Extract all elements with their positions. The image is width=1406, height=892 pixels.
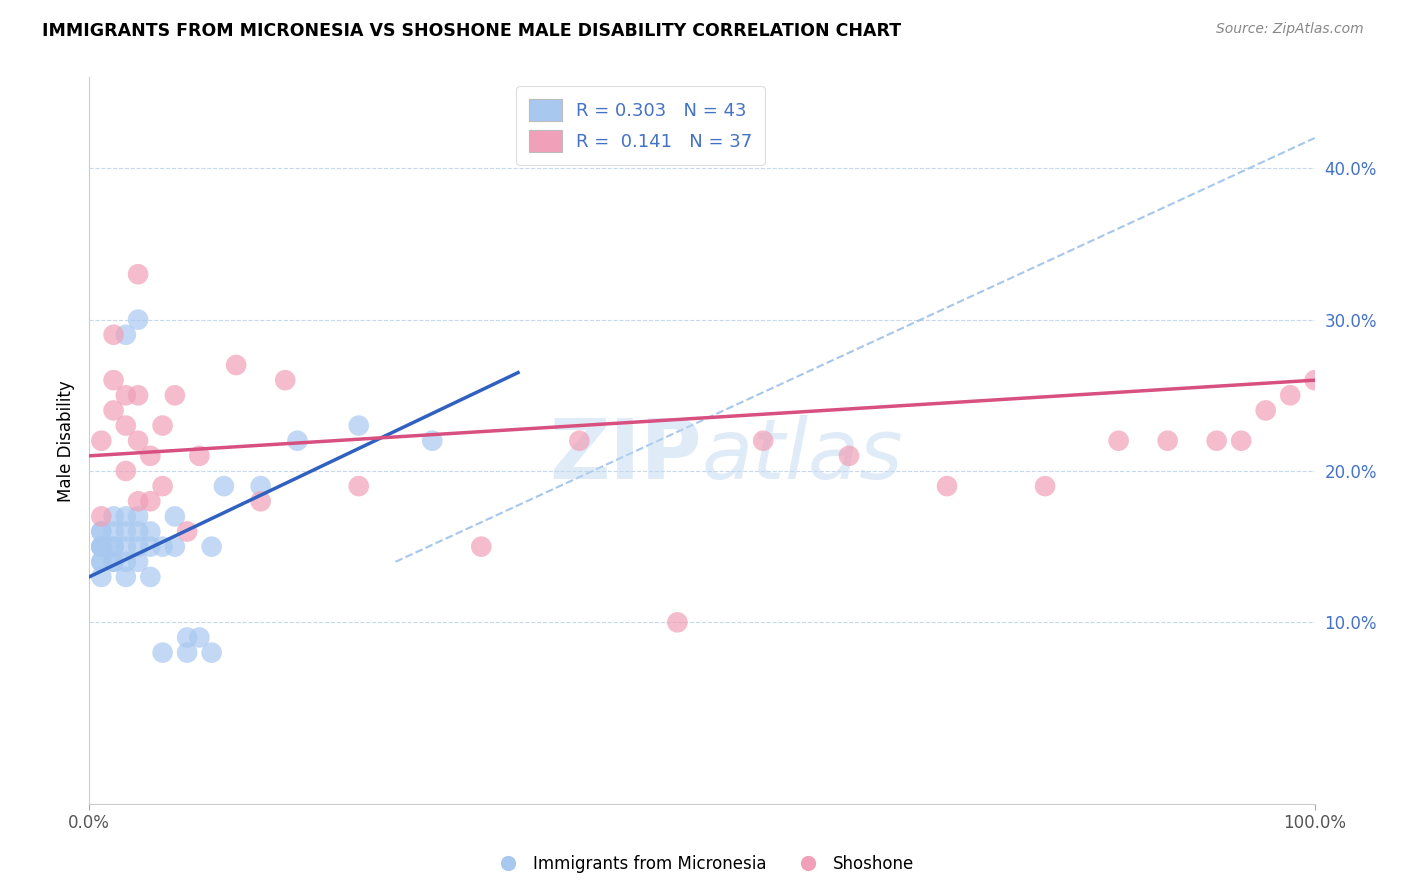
Point [90,509,112,524]
Point [163,509,186,524]
Text: atlas: atlas [702,415,904,496]
Text: IMMIGRANTS FROM MICRONESIA VS SHOSHONE MALE DISABILITY CORRELATION CHART: IMMIGRANTS FROM MICRONESIA VS SHOSHONE M… [42,22,901,40]
Point [127,267,149,281]
Point [201,540,224,554]
Point [1205,434,1227,448]
Point [90,434,112,448]
Point [139,540,162,554]
Point [90,540,112,554]
Point [249,494,271,508]
Point [176,524,198,539]
Point [90,540,112,554]
Point [115,418,138,433]
Point [103,540,125,554]
Point [163,388,186,402]
Point [103,373,125,387]
Point [1303,373,1326,387]
Point [347,479,370,493]
Point [115,464,138,478]
Point [287,434,309,448]
Point [115,570,138,584]
Point [1279,388,1302,402]
Point [103,327,125,342]
Point [470,540,492,554]
Point [212,479,235,493]
Point [1108,434,1130,448]
Point [838,449,860,463]
Point [90,555,112,569]
Point [127,524,149,539]
Point [936,479,959,493]
Point [127,494,149,508]
Point [152,418,174,433]
Point [90,570,112,584]
Point [274,373,297,387]
Point [139,570,162,584]
Point [90,555,112,569]
Point [103,555,125,569]
Point [127,555,149,569]
Point [115,524,138,539]
Point [127,540,149,554]
Point [347,418,370,433]
Point [115,327,138,342]
Point [152,540,174,554]
Point [103,524,125,539]
Point [90,540,112,554]
Point [127,434,149,448]
Point [139,494,162,508]
Text: Source: ZipAtlas.com: Source: ZipAtlas.com [1216,22,1364,37]
Point [188,631,211,645]
Point [139,524,162,539]
Legend: Immigrants from Micronesia, Shoshone: Immigrants from Micronesia, Shoshone [485,848,921,880]
Point [1156,434,1178,448]
Y-axis label: Male Disability: Male Disability [58,380,75,501]
Point [90,524,112,539]
Point [176,646,198,660]
Point [90,524,112,539]
Point [127,509,149,524]
Point [103,555,125,569]
Point [752,434,775,448]
Point [152,646,174,660]
Point [115,509,138,524]
Point [139,449,162,463]
Point [103,540,125,554]
Point [1033,479,1056,493]
Point [188,449,211,463]
Point [115,555,138,569]
Point [666,615,689,630]
Point [90,540,112,554]
Point [152,479,174,493]
Point [103,403,125,417]
Point [115,388,138,402]
Point [568,434,591,448]
Point [115,540,138,554]
Point [225,358,247,372]
Point [103,509,125,524]
Point [1230,434,1253,448]
Point [1254,403,1277,417]
Point [201,646,224,660]
Text: ZIP: ZIP [550,415,702,496]
Point [420,434,443,448]
Point [127,312,149,326]
Point [127,388,149,402]
Point [249,479,271,493]
Point [176,631,198,645]
Legend: R = 0.303   N = 43, R =  0.141   N = 37: R = 0.303 N = 43, R = 0.141 N = 37 [516,87,765,165]
Point [163,540,186,554]
